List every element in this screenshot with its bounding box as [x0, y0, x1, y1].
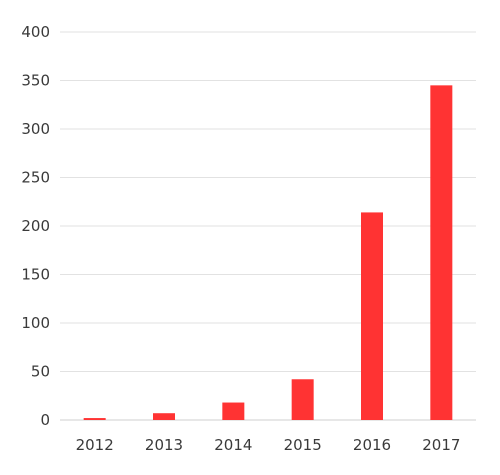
y-tick-label: 150 [21, 266, 50, 284]
x-tick-label: 2016 [353, 436, 391, 454]
bar-2015 [291, 379, 314, 420]
bar-2016 [361, 212, 383, 420]
x-tick-label: 2014 [214, 436, 252, 454]
gridlines [60, 31, 476, 421]
y-tick-label: 350 [21, 72, 50, 90]
y-tick-label: 0 [40, 411, 50, 429]
y-tick-label: 50 [31, 363, 50, 381]
bar-2017 [430, 85, 453, 420]
y-tick-label: 100 [21, 314, 50, 332]
x-tick-label: 2017 [422, 436, 460, 454]
y-axis-labels: 0 50 100 150 200 250 300 350 400 [21, 23, 50, 429]
x-axis-labels: 2012 2013 2014 2015 2016 2017 [76, 436, 461, 454]
bars [83, 85, 453, 420]
y-tick-label: 250 [21, 169, 50, 187]
y-tick-label: 200 [21, 217, 50, 235]
x-tick-label: 2015 [284, 436, 322, 454]
x-tick-label: 2013 [145, 436, 183, 454]
y-tick-label: 400 [21, 23, 50, 41]
bar-2014 [222, 402, 245, 420]
y-tick-label: 300 [21, 120, 50, 138]
bar-2013 [153, 413, 175, 420]
x-tick-label: 2012 [76, 436, 114, 454]
bar-2012 [83, 418, 106, 420]
